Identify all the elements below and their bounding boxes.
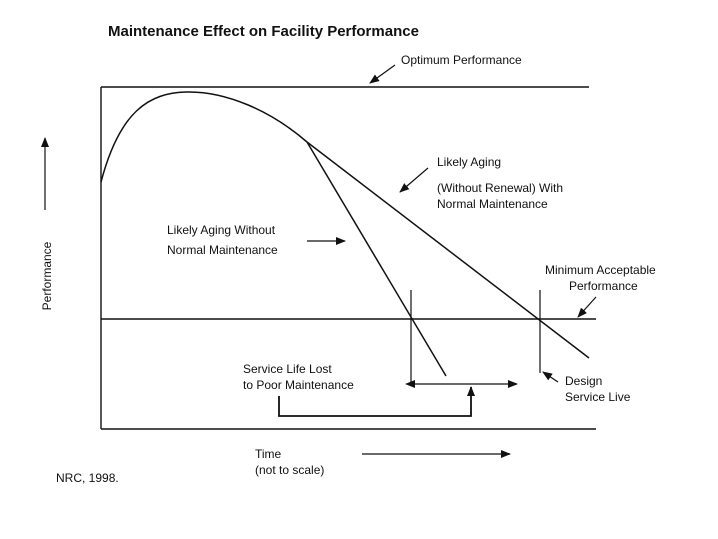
minimum-acceptable-label-1: Minimum Acceptable	[545, 263, 656, 277]
minimum-pointer-arrow	[577, 296, 597, 318]
x-axis-label: Time	[255, 447, 282, 461]
chart-title: Maintenance Effect on Facility Performan…	[108, 23, 419, 40]
likely-aging-pointer-arrow	[399, 167, 429, 193]
without-maintenance-label-2: Normal Maintenance	[167, 243, 278, 257]
source-citation: NRC, 1998.	[56, 471, 119, 485]
likely-aging-label-1: Likely Aging	[437, 155, 501, 169]
service-life-lost-label-2: to Poor Maintenance	[243, 378, 354, 392]
service-life-lost-bracket	[278, 386, 475, 417]
design-service-life-label-2: Service Live	[565, 390, 631, 404]
service-life-lost-label-1: Service Life Lost	[243, 362, 332, 376]
series-without-normal-maintenance	[306, 141, 447, 377]
y-axis-label: Performance	[40, 241, 54, 310]
design-service-life-label-1: Design	[565, 374, 602, 388]
performance-curve-rise	[100, 91, 308, 183]
design-pointer-arrow	[542, 371, 559, 383]
optimum-pointer-arrow	[369, 64, 396, 84]
minimum-acceptable-label-2: Performance	[569, 279, 638, 293]
likely-aging-label-2: (Without Renewal) With	[437, 181, 563, 195]
likely-aging-label-3: Normal Maintenance	[437, 197, 548, 211]
optimum-performance-label: Optimum Performance	[401, 53, 522, 67]
series-with-normal-maintenance	[306, 141, 590, 359]
without-maintenance-label-1: Likely Aging Without	[167, 223, 276, 237]
x-axis-note: (not to scale)	[255, 463, 324, 477]
